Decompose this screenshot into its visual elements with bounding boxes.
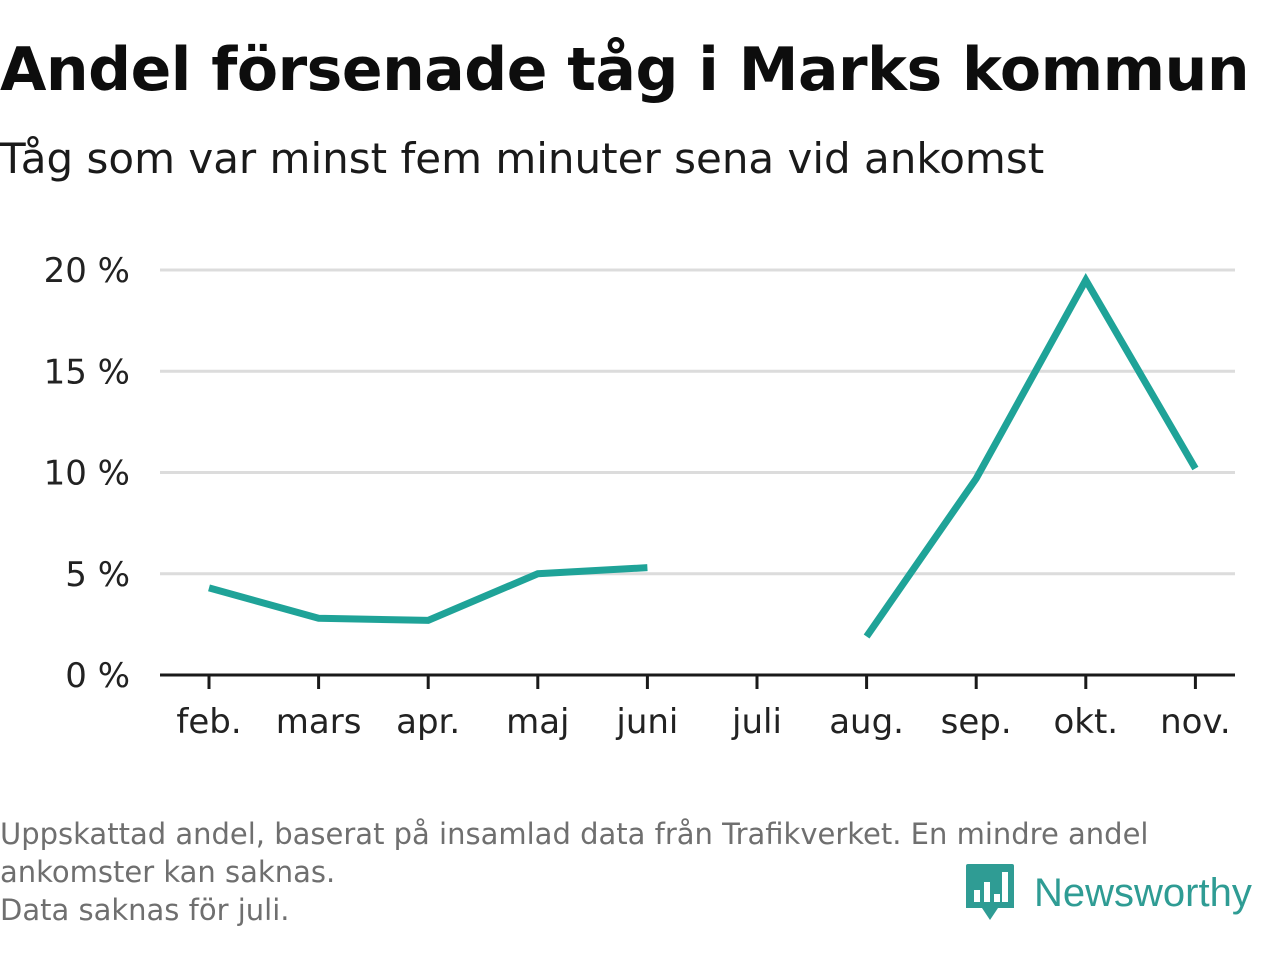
y-tick-label: 15 % bbox=[44, 352, 130, 392]
x-tick-label: maj bbox=[506, 702, 569, 742]
line-chart: 0 % 5 % 10 % 15 % 20 % feb. mars apr. maj juni ju… bbox=[44, 251, 1235, 742]
footnote: Uppskattad andel, baserat på insamlad da… bbox=[0, 815, 1270, 929]
x-tick-label: sep. bbox=[941, 702, 1012, 742]
x-tick-label: okt. bbox=[1053, 702, 1118, 742]
x-tick-label: juni bbox=[615, 702, 678, 742]
x-tick-label: nov. bbox=[1160, 702, 1231, 742]
footnote-line-1: Uppskattad andel, baserat på insamlad da… bbox=[0, 817, 1149, 851]
x-tick-label: aug. bbox=[829, 702, 904, 742]
series-line bbox=[208, 564, 648, 624]
x-tick-label: juli bbox=[731, 702, 782, 742]
y-tick-label: 20 % bbox=[44, 251, 130, 291]
x-tick-label: mars bbox=[276, 702, 362, 742]
y-tick-label: 5 % bbox=[65, 555, 130, 595]
series-line bbox=[863, 273, 1199, 639]
gridlines bbox=[160, 268, 1235, 576]
series-lines bbox=[208, 273, 1199, 639]
chart-title: Andel försenade tåg i Marks kommun bbox=[0, 35, 1250, 105]
brand-logo: Newsworthy bbox=[964, 862, 1252, 924]
footnote-line-3: Data saknas för juli. bbox=[0, 893, 290, 927]
newsworthy-logo-icon bbox=[966, 864, 1014, 920]
brand-name: Newsworthy bbox=[1034, 871, 1252, 915]
y-tick-label: 0 % bbox=[65, 656, 130, 696]
y-axis-ticks: 0 % 5 % 10 % 15 % 20 % bbox=[44, 251, 130, 696]
x-tick-label: feb. bbox=[176, 702, 241, 742]
y-tick-label: 10 % bbox=[44, 454, 130, 494]
chart-subtitle: Tåg som var minst fem minuter sena vid a… bbox=[0, 134, 1045, 183]
x-tick-label: apr. bbox=[396, 702, 460, 742]
footnote-line-2: ankomster kan saknas. bbox=[0, 855, 336, 889]
x-axis-ticks: feb. mars apr. maj juni juli aug. sep. okt. nov. bbox=[176, 675, 1231, 742]
